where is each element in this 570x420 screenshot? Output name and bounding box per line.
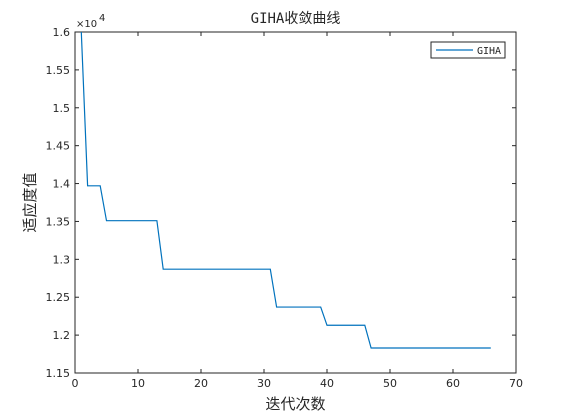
legend-label-giha: GIHA — [477, 46, 501, 57]
x-axis-label: 迭代次数 — [265, 395, 325, 413]
x-tick-label: 20 — [194, 377, 208, 390]
y-tick-label: 1.4 — [53, 178, 71, 191]
legend: GIHA — [430, 41, 506, 59]
y-exponent-power: 4 — [99, 13, 105, 24]
x-tick-label: 60 — [446, 377, 460, 390]
y-tick-label: 1.25 — [46, 291, 71, 304]
chart-title: GIHA收敛曲线 — [251, 11, 341, 27]
plot-area — [74, 31, 517, 374]
y-tick-label: 1.2 — [53, 329, 71, 342]
series-group — [80, 31, 491, 349]
y-tick-label: 1.6 — [53, 26, 71, 39]
y-tick-label: 1.3 — [53, 253, 71, 266]
y-tick-label: 1.5 — [53, 102, 71, 115]
x-tick-label: 0 — [72, 377, 79, 390]
y-tick-label: 1.55 — [46, 64, 71, 77]
y-axis-label: 适应度值 — [21, 172, 39, 232]
axes-box — [74, 31, 517, 374]
y-tick-label: 1.15 — [46, 367, 71, 380]
series-line-giha — [80, 31, 491, 349]
x-tick-label: 30 — [257, 377, 271, 390]
x-tick-label: 70 — [509, 377, 523, 390]
y-tick-label: 1.45 — [46, 140, 71, 153]
x-tick-label: 50 — [383, 377, 397, 390]
y-exponent-base: ×10 — [76, 19, 97, 30]
y-tick-label: 1.35 — [46, 215, 71, 228]
y-axis-exponent: ×10 4 — [76, 13, 105, 30]
y-axis: 1.15 1.2 1.25 1.3 1.35 1.4 1.45 1.5 1.55 1.6 — [46, 26, 516, 380]
x-axis: 0 10 20 30 40 50 60 70 — [72, 32, 523, 390]
x-tick-label: 40 — [320, 377, 334, 390]
x-tick-label: 10 — [131, 377, 145, 390]
